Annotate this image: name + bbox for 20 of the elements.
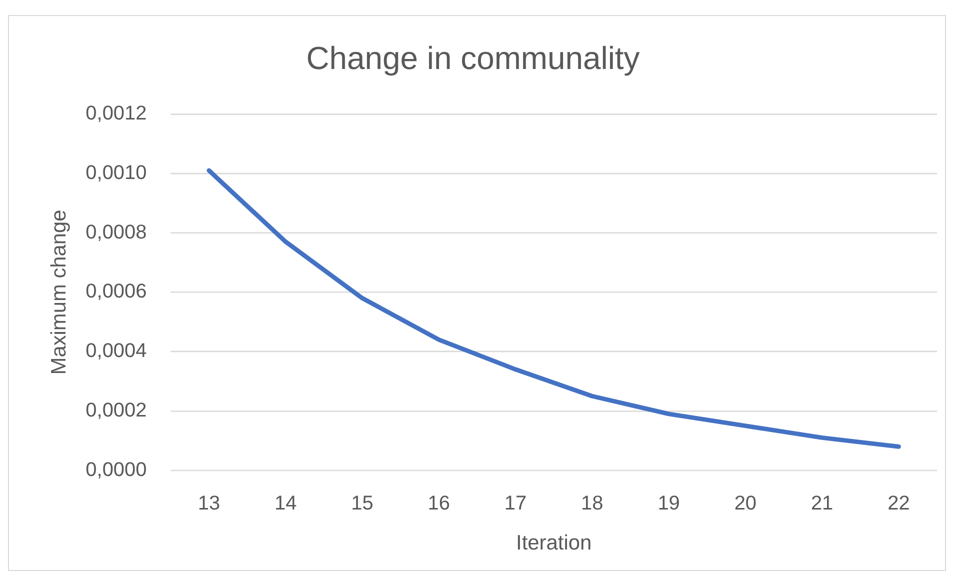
x-tick-label: 22	[888, 492, 910, 515]
x-tick-label: 15	[351, 492, 374, 515]
chart-title: Change in communality	[306, 40, 640, 76]
x-tick-label: 17	[504, 492, 527, 515]
y-tick-label: 0,0004	[86, 340, 147, 362]
x-tick-label: 20	[734, 492, 757, 515]
x-tick-label: 14	[274, 492, 297, 515]
y-tick-label: 0,0002	[86, 399, 147, 422]
x-tick-label: 13	[198, 492, 220, 515]
y-tick-label: 0,0006	[86, 280, 147, 303]
x-tick-label: 19	[658, 492, 680, 515]
y-axis-title: Maximum change	[47, 210, 70, 375]
x-tick-label: 21	[810, 492, 834, 515]
x-axis-title: Iteration	[516, 531, 592, 554]
x-tick-label: 18	[581, 492, 604, 515]
y-tick-label: 0,0010	[86, 162, 147, 184]
x-tick-label: 16	[428, 492, 450, 515]
y-tick-label: 0,0012	[86, 102, 147, 125]
y-tick-label: 0,0008	[86, 221, 147, 244]
y-tick-label: 0,0000	[86, 458, 147, 481]
